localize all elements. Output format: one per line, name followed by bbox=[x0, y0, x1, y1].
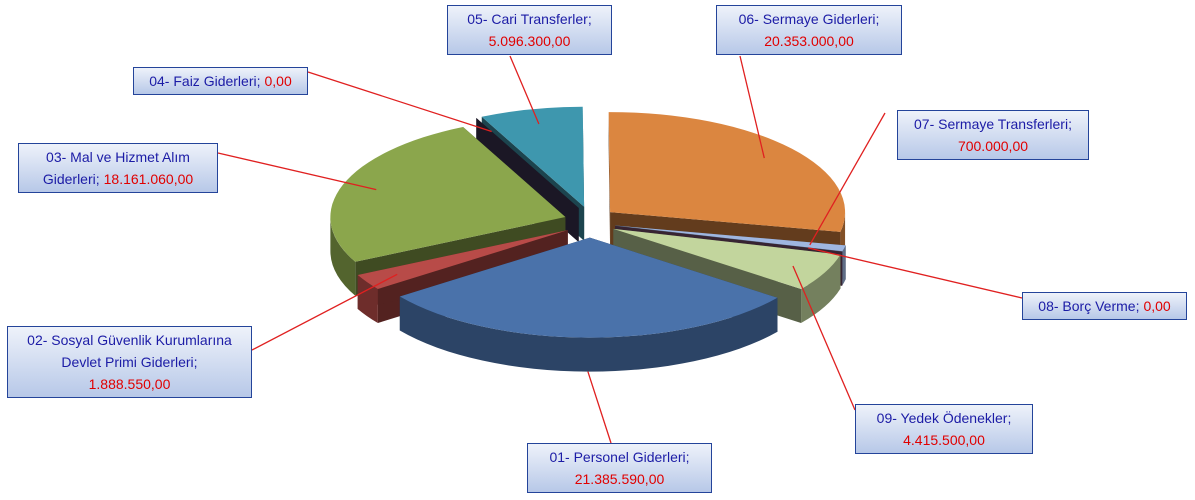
value-label: 21.385.590,00 bbox=[574, 471, 665, 487]
data-label: 01- Personel Giderleri; 21.385.590,00 bbox=[527, 443, 712, 493]
leader-line bbox=[792, 265, 856, 411]
slice-top bbox=[608, 112, 846, 232]
leader-line bbox=[217, 152, 377, 191]
leader-line bbox=[307, 71, 492, 133]
label-separator: ; bbox=[193, 354, 198, 370]
category-name: 07- Sermaye Transferleri bbox=[914, 116, 1069, 132]
data-label: 05- Cari Transferler; 5.096.300,00 bbox=[447, 5, 612, 55]
slice-top bbox=[330, 126, 566, 262]
slice-side bbox=[330, 216, 356, 296]
data-label: 02- Sosyal Güvenlik Kurumlarına Devlet P… bbox=[7, 326, 252, 398]
data-label: 03- Mal ve Hizmet Alım Giderleri; 18.161.… bbox=[18, 143, 218, 193]
slice-top bbox=[357, 230, 568, 289]
leader-line bbox=[251, 273, 398, 351]
category-name: 09- Yedek Ödenekler bbox=[876, 410, 1008, 426]
value-label: 4.415.500,00 bbox=[903, 432, 985, 448]
value-label: 18.161.060,00 bbox=[103, 171, 194, 187]
slice-cut-face bbox=[357, 230, 568, 309]
label-separator: ; bbox=[1007, 410, 1012, 426]
category-name: 06- Sermaye Giderleri bbox=[738, 11, 876, 27]
label-separator: ; bbox=[1068, 116, 1072, 132]
data-label: 04- Faiz Giderleri; 0,00 bbox=[133, 67, 308, 95]
leader-line bbox=[807, 247, 1023, 299]
leader-line bbox=[739, 55, 765, 159]
category-name: 03- Mal ve Hizmet Alım Giderleri bbox=[42, 149, 190, 187]
category-name: 08- Borç Verme bbox=[1038, 298, 1136, 314]
slice bbox=[399, 237, 778, 372]
slice-side bbox=[842, 245, 846, 286]
label-separator: ; bbox=[875, 11, 880, 27]
value-label: 20.353.000,00 bbox=[764, 33, 854, 49]
slice-side bbox=[399, 296, 778, 372]
label-separator: ; bbox=[587, 11, 592, 27]
value-label: 1.888.550,00 bbox=[88, 376, 171, 392]
leader-line bbox=[587, 371, 612, 444]
value-label: 5.096.300,00 bbox=[488, 33, 571, 49]
slice-side bbox=[801, 254, 841, 324]
data-label: 08- Borç Verme; 0,00 bbox=[1022, 292, 1187, 320]
data-label: 09- Yedek Ödenekler; 4.415.500,00 bbox=[855, 404, 1033, 454]
slice-top bbox=[615, 225, 846, 252]
category-name: 05- Cari Transferler bbox=[467, 11, 588, 27]
value-label: 0,00 bbox=[1143, 298, 1171, 314]
value-label: 700.000,00 bbox=[957, 138, 1029, 154]
slice-top bbox=[481, 106, 585, 207]
slice-top bbox=[399, 237, 778, 338]
value-label: 0,00 bbox=[264, 73, 292, 89]
label-separator: ; bbox=[1135, 298, 1140, 314]
label-separator: ; bbox=[256, 73, 261, 89]
slice-top bbox=[613, 228, 841, 290]
data-label: 06- Sermaye Giderleri; 20.353.000,00 bbox=[716, 5, 902, 55]
leader-line bbox=[509, 55, 540, 125]
label-separator: ; bbox=[95, 171, 100, 187]
data-label: 07- Sermaye Transferleri; 700.000,00 bbox=[897, 110, 1089, 160]
category-name: 04- Faiz Giderleri bbox=[149, 73, 257, 89]
leader-line bbox=[809, 112, 886, 246]
category-name: 02- Sosyal Güvenlik Kurumlarına Devlet P… bbox=[27, 332, 232, 370]
label-separator: ; bbox=[685, 449, 690, 465]
category-name: 01- Personel Giderleri bbox=[549, 449, 686, 465]
slice-cut-face bbox=[608, 112, 611, 247]
